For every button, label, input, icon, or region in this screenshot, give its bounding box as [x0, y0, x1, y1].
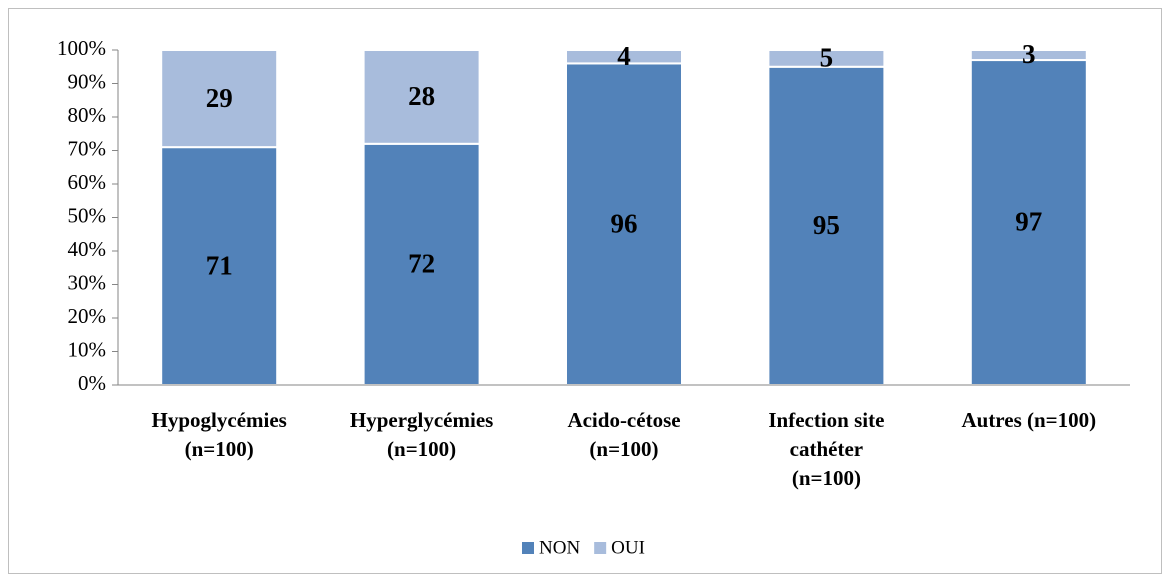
x-tick-line: Hypoglycémies [152, 408, 287, 432]
x-tick-line: (n=100) [185, 437, 254, 461]
x-tick-label: Infection site cathéter (n=100) [768, 408, 884, 490]
bar-segment [969, 59, 1088, 387]
bar-segment [160, 49, 279, 149]
data-label: 5 [820, 43, 834, 73]
bar-segment [767, 65, 886, 386]
bar-segment [565, 62, 683, 387]
bar-segment [565, 49, 683, 65]
data-label: 3 [1022, 39, 1036, 69]
data-label: 96 [611, 208, 638, 238]
data-label: 29 [206, 83, 233, 113]
bar-segment [362, 49, 481, 145]
bar-segment [969, 49, 1088, 62]
data-label: 71 [206, 250, 233, 280]
legend-label: NON [539, 537, 580, 558]
bar-segment [362, 142, 481, 386]
x-tick-label: Hyperglycémies (n=100) [350, 408, 493, 461]
data-label: 28 [408, 81, 435, 111]
data-label: 95 [813, 210, 840, 240]
y-tick-label: 90% [68, 69, 107, 93]
x-tick-label: Acido-cétose (n=100) [567, 408, 680, 461]
y-tick-label: 10% [68, 337, 107, 361]
y-tick-label: 40% [68, 237, 107, 261]
y-tick-label: 100% [57, 36, 106, 60]
x-tick-line: Infection site [768, 408, 884, 432]
x-tick-label: Autres (n=100) [961, 408, 1096, 432]
x-tick-label: Hypoglycémies (n=100) [152, 408, 287, 461]
x-tick-line: Autres (n=100) [961, 408, 1096, 432]
y-tick-label: 60% [68, 170, 107, 194]
x-tick-line: (n=100) [589, 437, 658, 461]
legend-swatch [594, 542, 607, 554]
x-tick-line: (n=100) [387, 437, 456, 461]
legend-swatch [522, 542, 534, 554]
y-tick-label: 30% [68, 270, 107, 294]
y-tick-label: 80% [68, 103, 107, 127]
x-tick-line: (n=100) [792, 466, 861, 490]
x-tick-line: cathéter [790, 437, 863, 461]
data-label: 97 [1015, 207, 1042, 237]
y-tick-label: 50% [68, 203, 107, 227]
y-tick-label: 20% [68, 304, 107, 328]
x-tick-line: Hyperglycémies [350, 408, 493, 432]
x-tick-line: Acido-cétose [567, 408, 680, 432]
y-tick-label: 70% [68, 136, 107, 160]
legend-label: OUI [611, 537, 645, 558]
data-label: 4 [617, 41, 631, 71]
bar-segment [767, 49, 886, 68]
data-label: 72 [408, 249, 435, 279]
y-tick-label: 0% [78, 371, 106, 395]
